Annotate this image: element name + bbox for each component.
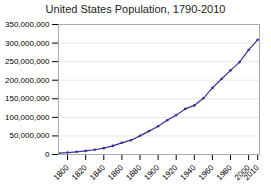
- svg-text:150,000,000: 150,000,000: [5, 94, 50, 103]
- svg-text:1800: 1800: [52, 163, 71, 182]
- svg-text:1940: 1940: [179, 163, 198, 182]
- svg-text:300,000,000: 300,000,000: [5, 39, 50, 48]
- svg-text:0: 0: [45, 150, 50, 159]
- svg-text:350,000,000: 350,000,000: [5, 20, 50, 29]
- svg-text:250,000,000: 250,000,000: [5, 57, 50, 66]
- svg-text:2000: 2000: [232, 163, 252, 183]
- svg-text:2010: 2010: [242, 163, 261, 182]
- svg-text:1980: 1980: [215, 163, 234, 182]
- svg-text:1820: 1820: [70, 163, 89, 182]
- svg-text:50,000,000: 50,000,000: [9, 131, 50, 140]
- html-text:United States Population, 1790: United States Population, 1790-2010: [45, 3, 226, 15]
- svg-text:1920: 1920: [160, 163, 179, 182]
- svg-text:1900: 1900: [142, 163, 161, 182]
- svg-text:100,000,000: 100,000,000: [5, 113, 50, 122]
- svg-text:1880: 1880: [124, 163, 143, 182]
- svg-text:1960: 1960: [197, 163, 216, 182]
- svg-text:1860: 1860: [106, 163, 125, 182]
- svg-text:1840: 1840: [88, 163, 107, 182]
- svg-text:200,000,000: 200,000,000: [5, 76, 50, 85]
